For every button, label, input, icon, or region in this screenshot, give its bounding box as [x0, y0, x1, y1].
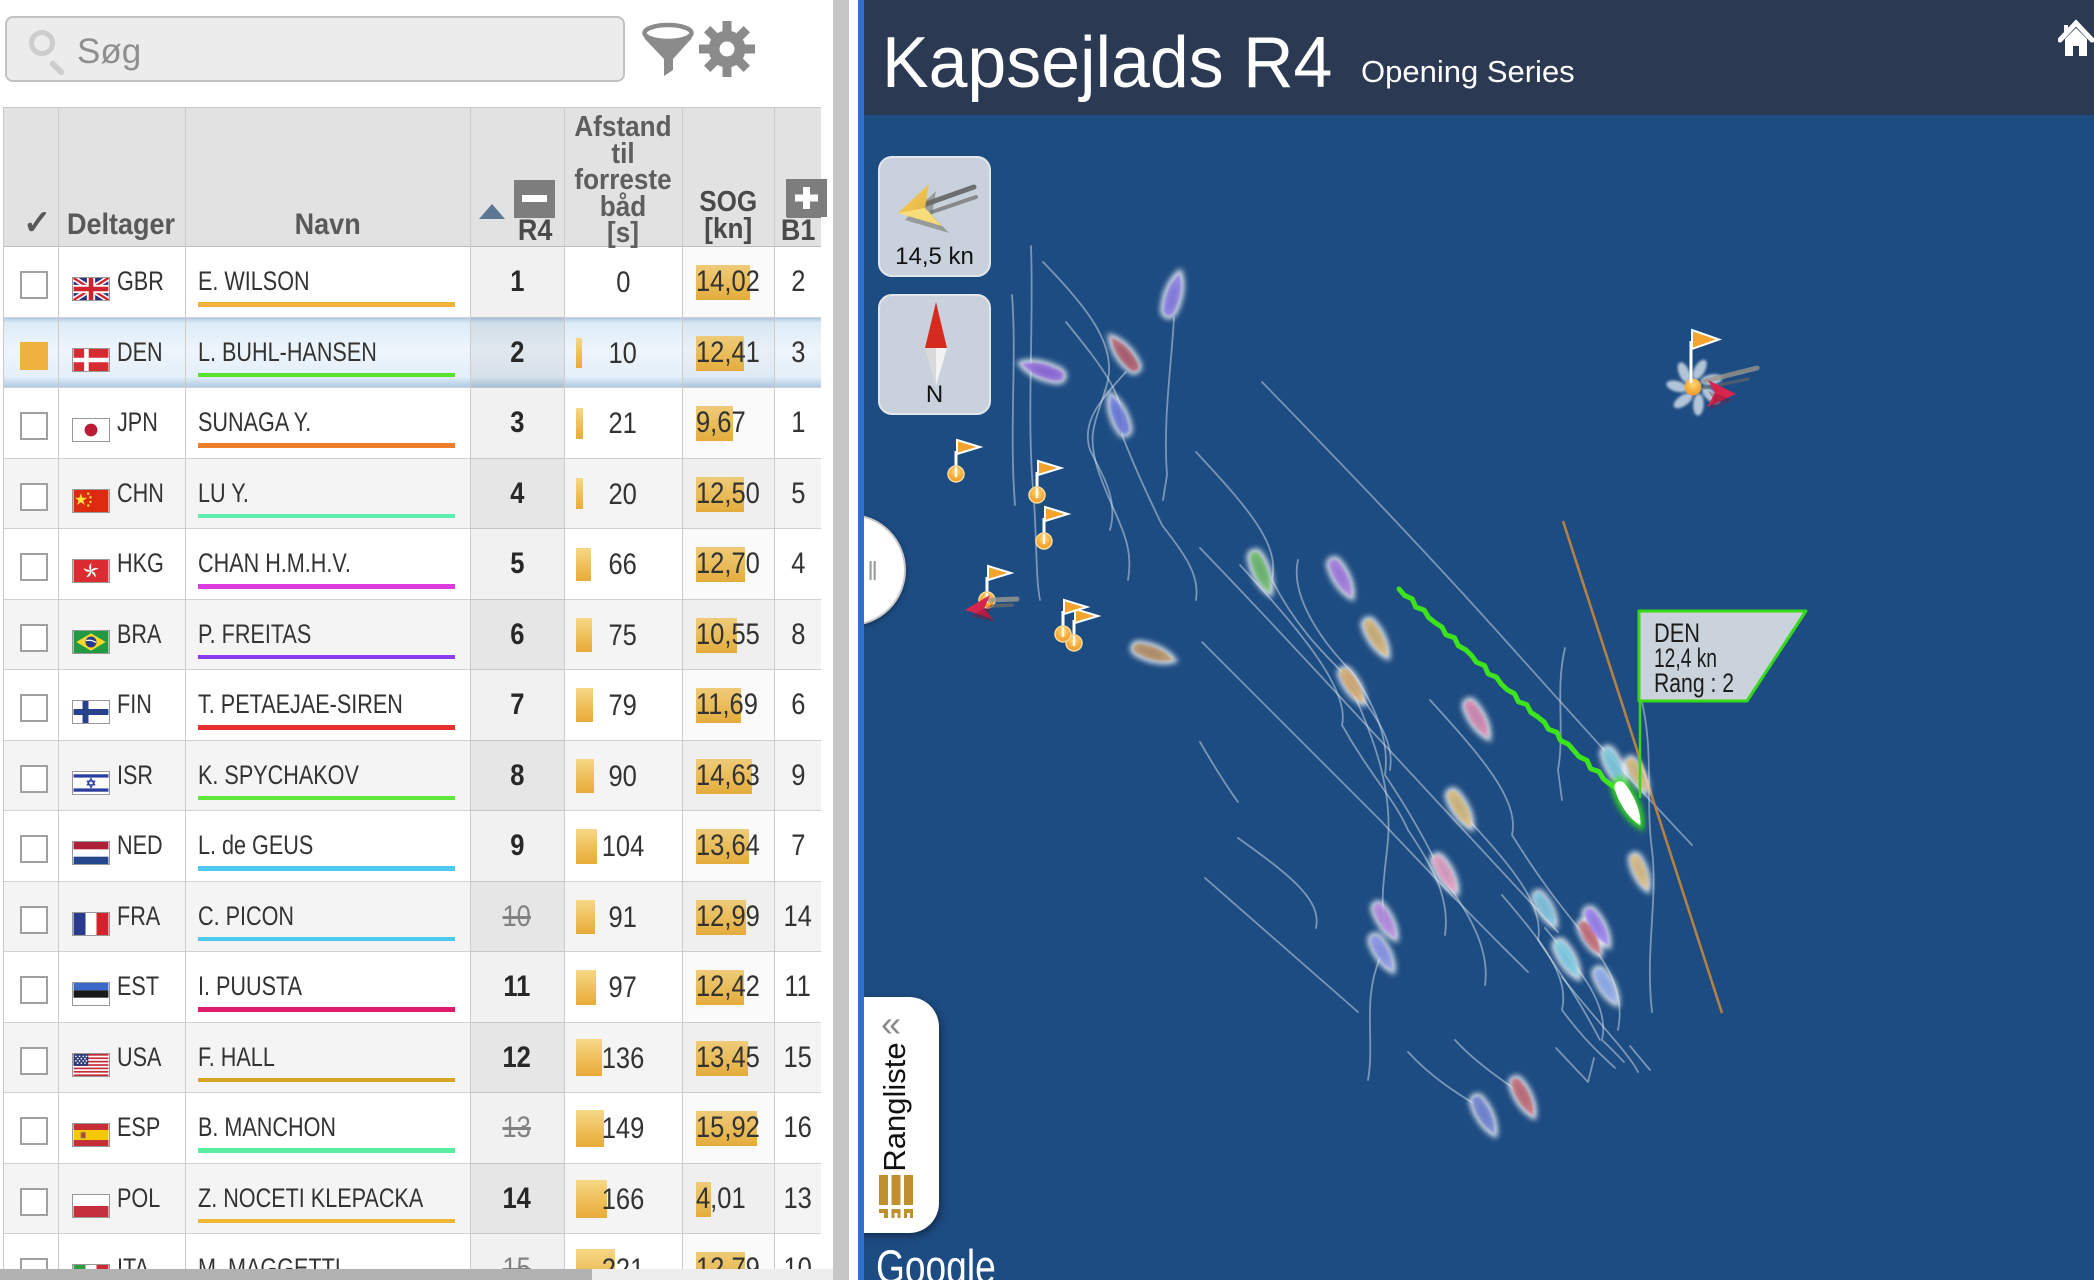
svg-text:Rang : 2: Rang : 2: [1654, 668, 1734, 698]
svg-text:DEN: DEN: [1654, 618, 1700, 648]
svg-text:12,4 kn: 12,4 kn: [1654, 643, 1717, 673]
